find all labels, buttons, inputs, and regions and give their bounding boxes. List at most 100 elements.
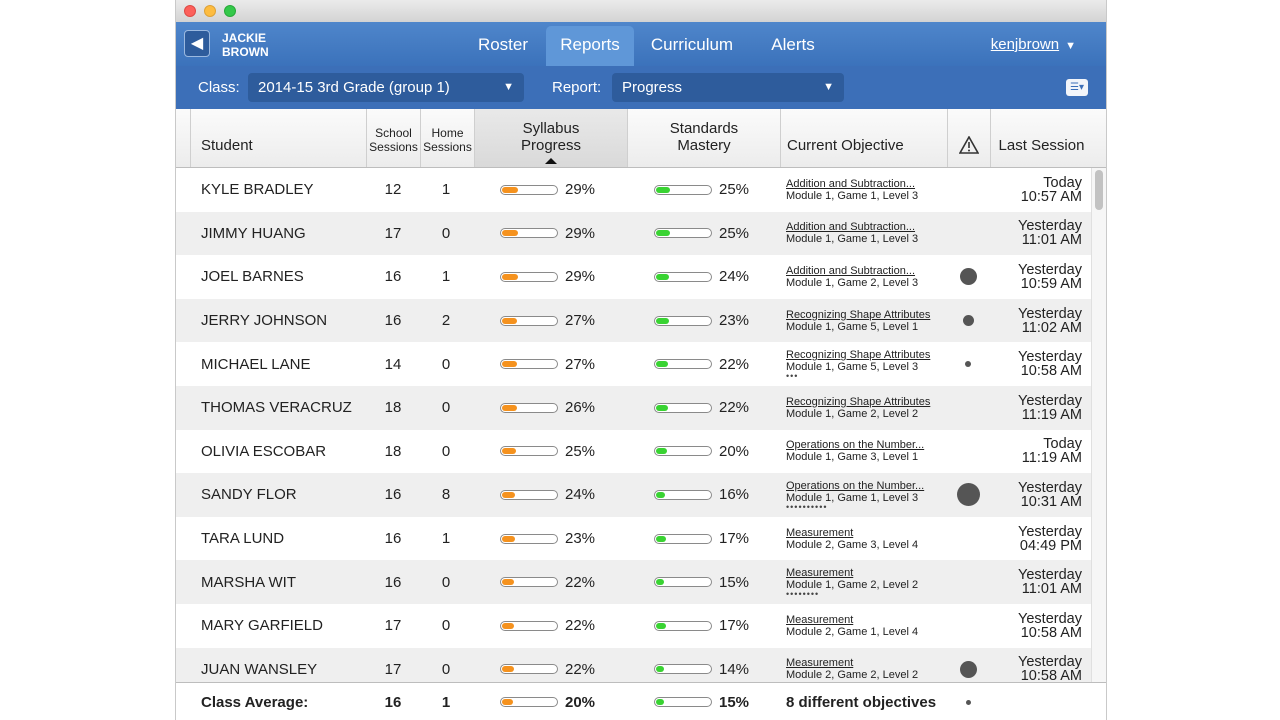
warning-icon [959, 136, 979, 154]
header-syllabus-progress[interactable]: Syllabus Progress [474, 109, 627, 167]
tab-roster[interactable]: Roster [477, 35, 529, 54]
header-last-session[interactable]: Last Session [990, 109, 1092, 167]
header-standards-mastery[interactable]: Standards Mastery [627, 109, 780, 167]
table-row[interactable]: TARA LUND 16 1 23% 17% Measurement Module 2, G… [176, 517, 1092, 561]
alert-dot-icon[interactable] [959, 268, 977, 286]
scrollbar[interactable] [1091, 168, 1106, 682]
table-row[interactable]: THOMAS VERACRUZ 18 0 26% 22% Recognizing Shap… [176, 385, 1092, 430]
report-select[interactable]: Progress ▼ [612, 73, 844, 102]
current-objective-cell[interactable]: Measurement Module 2, Game 3, Level 4 [786, 517, 946, 561]
header-school-sessions[interactable]: School Sessions [366, 109, 420, 167]
header-alerts[interactable] [947, 109, 990, 167]
current-objective-cell[interactable]: Measurement Module 1, Game 2, Level 2 ••••… [786, 560, 946, 604]
scrollbar-thumb[interactable] [1095, 170, 1103, 210]
table-row[interactable]: JERRY JOHNSON 16 2 27% 23% Recognizing Shape … [176, 298, 1092, 343]
syllabus-progress-cell: 25% [500, 430, 620, 474]
header-student[interactable]: Student [190, 109, 366, 167]
back-button[interactable]: ◀ [184, 30, 210, 57]
student-name-cell[interactable]: THOMAS VERACRUZ [201, 399, 352, 417]
mastery-bar-fill [656, 491, 665, 498]
header-progress-line2: Progress [520, 137, 582, 154]
objective-title[interactable]: Recognizing Shape Attributes [786, 308, 931, 321]
student-name-cell[interactable]: TARA LUND [201, 530, 285, 548]
student-name-cell[interactable]: JOEL BARNES [201, 268, 304, 286]
header-current-objective[interactable]: Current Objective [780, 109, 947, 167]
standards-mastery-cell: 14% [654, 648, 774, 682]
current-objective-cell[interactable]: Measurement Module 2, Game 1, Level 4 [786, 604, 946, 648]
class-select[interactable]: 2014-15 3rd Grade (group 1) ▼ [248, 73, 524, 102]
current-objective-cell[interactable]: Recognizing Shape Attributes Module 1, Ga… [786, 299, 946, 343]
objective-title[interactable]: Measurement [786, 526, 854, 539]
table-row[interactable]: JIMMY HUANG 17 0 29% 25% Addition and Subtrac… [176, 211, 1092, 256]
table-row[interactable]: KYLE BRADLEY 12 1 29% 25% Addition and Subtra… [176, 168, 1092, 212]
current-objective-cell[interactable]: Measurement Module 2, Game 2, Level 2 [786, 648, 946, 682]
last-session-time: 11:01 AM [1021, 232, 1082, 249]
student-name-cell[interactable]: JIMMY HUANG [201, 224, 306, 242]
tab-alerts[interactable]: Alerts [771, 35, 815, 54]
class-select-value: 2014-15 3rd Grade (group 1) [258, 79, 450, 96]
alert-cell [947, 386, 989, 430]
alert-cell [947, 342, 989, 386]
progress-bar-fill [502, 491, 516, 498]
objective-title[interactable]: Measurement [786, 613, 854, 626]
student-name-cell[interactable]: MICHAEL LANE [201, 355, 311, 373]
alert-dot-icon[interactable] [965, 361, 971, 368]
objective-title[interactable]: Addition and Subtraction... [786, 264, 916, 277]
table-row[interactable]: SANDY FLOR 16 8 24% 16% Operations on the Num… [176, 473, 1092, 517]
table-row[interactable]: JUAN WANSLEY 17 0 22% 14% Measurement Module 2… [176, 647, 1092, 682]
progress-value: 22% [565, 573, 596, 591]
current-objective-cell[interactable]: Recognizing Shape Attributes Module 1, Ga… [786, 342, 946, 386]
alert-dot-icon[interactable] [956, 483, 980, 507]
last-session-cell: Yesterday 11:02 AM [989, 299, 1082, 343]
table-row[interactable]: JOEL BARNES 16 1 29% 24% Addition and Subtrac… [176, 255, 1092, 299]
close-window-button[interactable] [184, 5, 196, 17]
alert-cell [947, 299, 989, 343]
student-name-cell[interactable]: JUAN WANSLEY [201, 660, 318, 678]
table-row[interactable]: MARY GARFIELD 17 0 22% 17% Measurement Module … [176, 604, 1092, 648]
student-name-cell[interactable]: OLIVIA ESCOBAR [201, 442, 327, 460]
progress-bar [500, 359, 558, 370]
current-objective-cell[interactable]: Recognizing Shape Attributes Module 1, Ga… [786, 386, 946, 430]
last-session-day: Yesterday [1018, 261, 1082, 278]
table-row[interactable]: OLIVIA ESCOBAR 18 0 25% 20% Operations on the… [176, 430, 1092, 474]
objective-title[interactable]: Operations on the Number... [786, 439, 925, 452]
mastery-bar [654, 184, 712, 195]
student-name-cell[interactable]: SANDY FLOR [201, 486, 297, 504]
home-sessions-cell: 0 [441, 660, 451, 678]
student-name-cell[interactable]: MARSHA WIT [201, 573, 297, 591]
last-session-day: Yesterday [1018, 218, 1082, 235]
alert-dot-icon[interactable] [962, 315, 974, 327]
current-objective-cell[interactable]: Addition and Subtraction... Module 1, Gam… [786, 168, 946, 212]
current-objective-cell[interactable]: Addition and Subtraction... Module 1, Gam… [786, 255, 946, 299]
tab-reports[interactable]: Reports [546, 26, 634, 66]
progress-bar-fill [502, 404, 517, 411]
school-sessions-cell: 12 [384, 181, 402, 199]
average-home-sessions: 1 [441, 693, 451, 711]
student-name-cell[interactable]: MARY GARFIELD [201, 617, 323, 635]
current-objective-cell[interactable]: Operations on the Number... Module 1, Gam… [786, 430, 946, 474]
current-objective-cell[interactable]: Operations on the Number... Module 1, Gam… [786, 473, 946, 517]
user-menu[interactable]: kenjbrown ▼ [991, 36, 1076, 53]
objective-title[interactable]: Addition and Subtraction... [786, 177, 916, 190]
username[interactable]: kenjbrown [990, 36, 1060, 53]
view-options-icon[interactable]: ☰▾ [1066, 79, 1088, 96]
table-row[interactable]: MICHAEL LANE 14 0 27% 22% Recognizing Shape A… [176, 342, 1092, 386]
objective-title[interactable]: Recognizing Shape Attributes [786, 349, 931, 362]
mastery-bar [654, 446, 712, 457]
student-name-cell[interactable]: JERRY JOHNSON [201, 312, 328, 330]
objective-title[interactable]: Measurement [786, 657, 854, 670]
tab-curriculum[interactable]: Curriculum [650, 35, 734, 54]
progress-bar [500, 402, 558, 413]
objective-title[interactable]: Addition and Subtraction... [786, 221, 916, 234]
header-home-sessions[interactable]: Home Sessions [420, 109, 474, 167]
current-objective-cell[interactable]: Addition and Subtraction... Module 1, Gam… [786, 212, 946, 256]
objective-title[interactable]: Recognizing Shape Attributes [786, 395, 931, 408]
objective-title[interactable]: Measurement [786, 567, 854, 580]
minimize-window-button[interactable] [204, 5, 216, 17]
objective-title[interactable]: Operations on the Number... [786, 479, 925, 492]
alert-dot-icon[interactable] [959, 660, 977, 678]
table-row[interactable]: MARSHA WIT 16 0 22% 15% Measurement Module 1, … [176, 560, 1092, 604]
student-name-cell[interactable]: KYLE BRADLEY [201, 181, 314, 199]
zoom-window-button[interactable] [224, 5, 236, 17]
class-average-row: Class Average: 16 1 20% 15% 8 different … [176, 682, 1106, 720]
